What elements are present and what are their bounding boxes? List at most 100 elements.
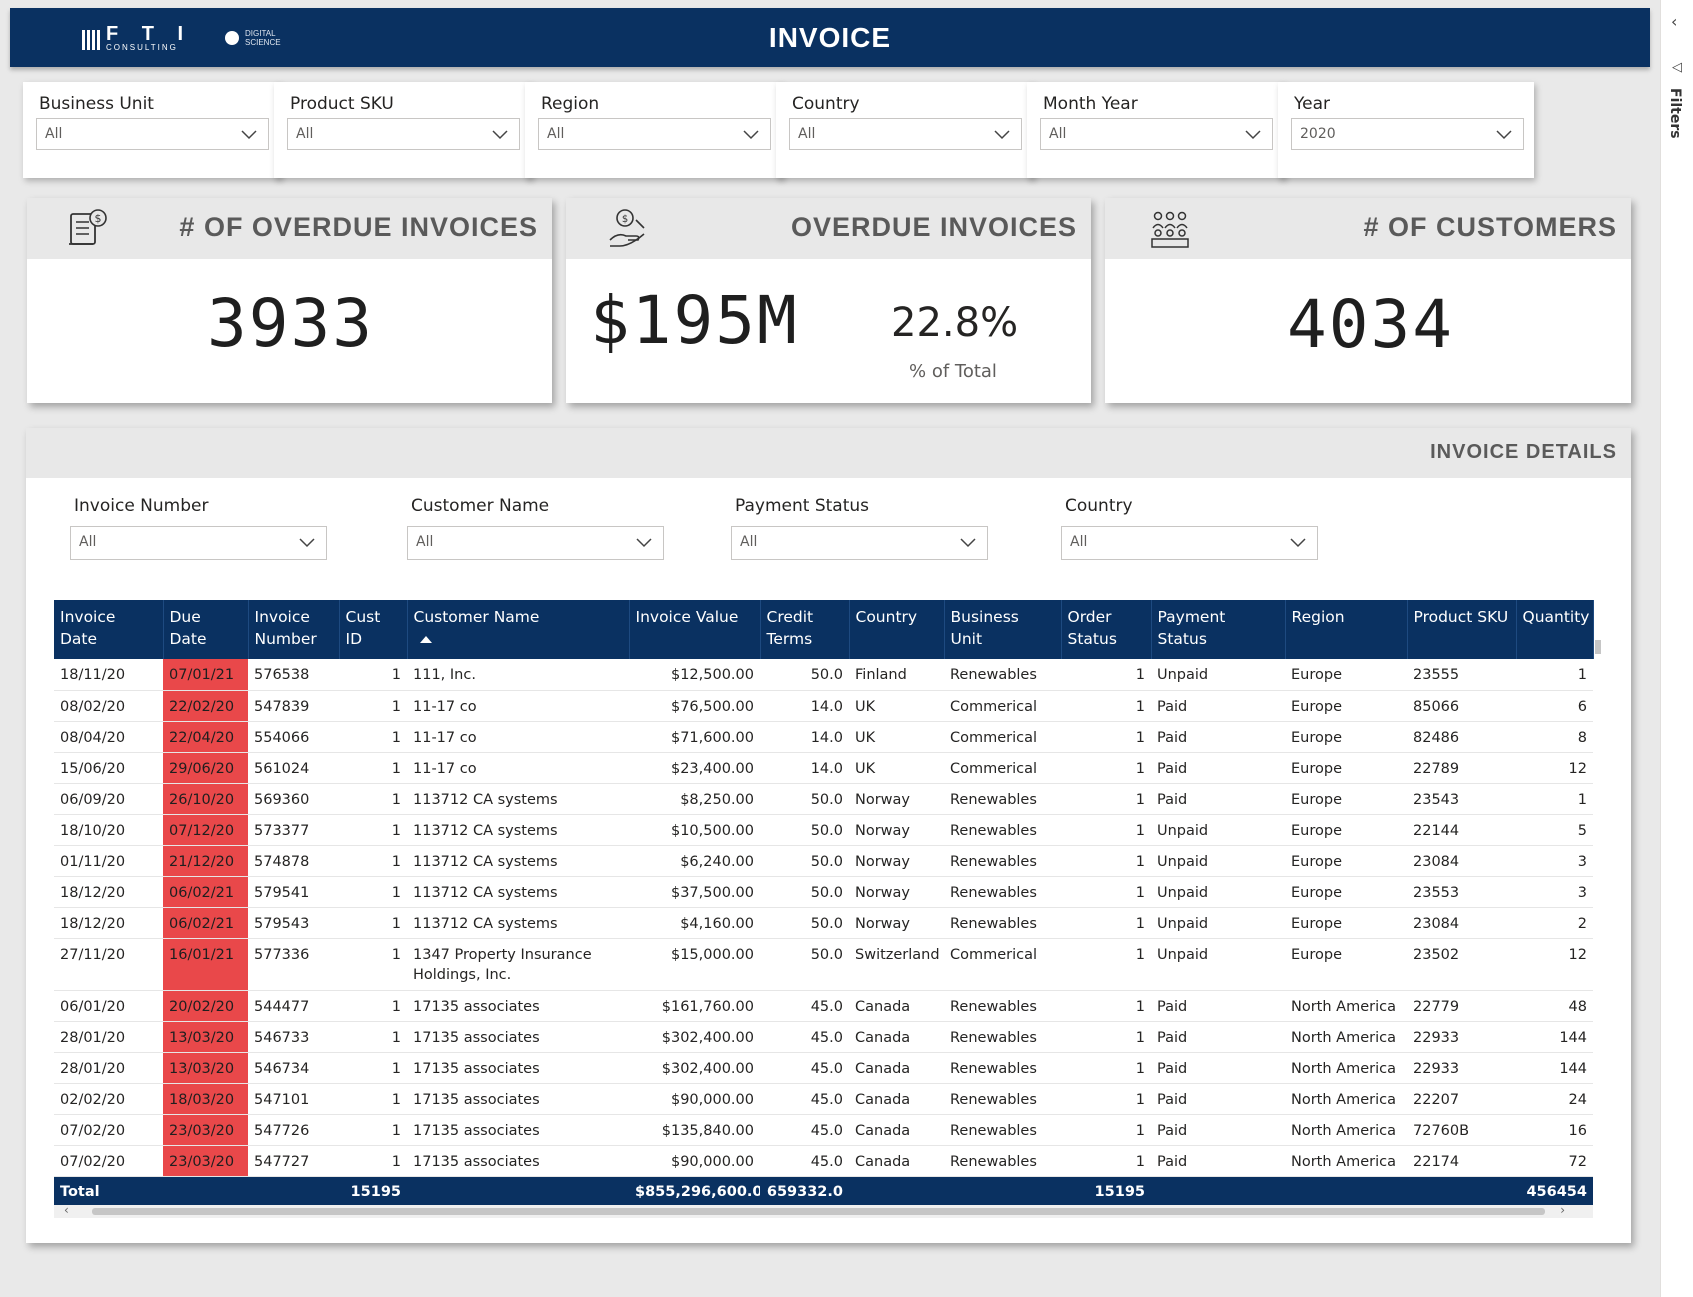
table-row[interactable]: 18/12/20 06/02/21 579543 1 113712 CA systems…	[54, 907, 1593, 939]
table-row[interactable]: 08/02/20 22/02/20 547839 1 11-17 co $76,500.0…	[54, 690, 1593, 722]
customers-count-value: 4034	[1287, 286, 1454, 363]
table-cell: 13/03/20	[163, 1052, 248, 1084]
table-row[interactable]: 07/02/20 23/03/20 547727 1 17135 associates $…	[54, 1145, 1593, 1177]
vertical-scrollbar[interactable]	[1593, 600, 1603, 1196]
table-cell: Paid	[1151, 752, 1285, 784]
table-cell: 5	[1516, 814, 1593, 846]
table-row[interactable]: 06/09/20 26/10/20 569360 1 113712 CA systems…	[54, 783, 1593, 815]
filter-customer-name: Customer Name All	[407, 496, 667, 566]
table-row[interactable]: 28/01/20 13/03/20 546734 1 17135 associates $…	[54, 1052, 1593, 1084]
table-cell: 50.0	[760, 907, 849, 939]
table-cell: 1	[339, 1083, 407, 1115]
table-cell: $4,160.00	[629, 907, 760, 939]
table-cell: Renewables	[944, 907, 1061, 939]
column-header[interactable]: Invoice Value	[629, 600, 761, 659]
table-cell: 06/02/21	[163, 907, 248, 939]
column-header[interactable]: Order Status	[1061, 600, 1152, 659]
filters-pane[interactable]: ‹ ◁ Filters	[1660, 0, 1693, 1297]
column-header[interactable]: Cust ID	[339, 600, 408, 659]
column-header[interactable]: Credit Terms	[760, 600, 850, 659]
table-cell: 22207	[1407, 1083, 1516, 1115]
month-year-dropdown[interactable]: All	[1040, 118, 1273, 150]
column-header[interactable]: Due Date	[163, 600, 249, 659]
country-dropdown[interactable]: All	[789, 118, 1022, 150]
table-row[interactable]: 15/06/20 29/06/20 561024 1 11-17 co $23,400.0…	[54, 752, 1593, 784]
table-cell: 1	[339, 721, 407, 753]
region-dropdown[interactable]: All	[538, 118, 771, 150]
table-cell: 26/10/20	[163, 783, 248, 815]
table-cell: 72	[1516, 1145, 1593, 1177]
table-cell: North America	[1285, 1114, 1407, 1146]
filter-label: Payment Status	[735, 496, 869, 516]
invoice-number-dropdown[interactable]: All	[70, 526, 327, 560]
column-header[interactable]: Country	[849, 600, 945, 659]
column-header[interactable]: Invoice Date	[54, 600, 164, 659]
sort-ascending-icon[interactable]	[419, 636, 432, 643]
table-row[interactable]: 06/01/20 20/02/20 544477 1 17135 associates $…	[54, 990, 1593, 1022]
table-cell: 18/12/20	[54, 876, 163, 908]
column-header[interactable]: Quantity	[1516, 600, 1594, 659]
column-header[interactable]: Region	[1285, 600, 1408, 659]
table-row[interactable]: 18/12/20 06/02/21 579541 1 113712 CA systems…	[54, 876, 1593, 908]
column-header[interactable]: Invoice Number	[248, 600, 340, 659]
table-cell: $302,400.00	[629, 1021, 760, 1053]
horizontal-scrollbar[interactable]: ‹ ›	[54, 1203, 1593, 1218]
table-row[interactable]: 18/10/20 07/12/20 573377 1 113712 CA systems…	[54, 814, 1593, 846]
table-cell: Europe	[1285, 721, 1407, 753]
table-cell: 13/03/20	[163, 1021, 248, 1053]
column-header[interactable]: Business Unit	[944, 600, 1062, 659]
table-row[interactable]: 27/11/20 16/01/21 577336 1 1347 Property Ins…	[54, 938, 1593, 991]
customer-name-dropdown[interactable]: All	[407, 526, 664, 560]
table-cell: Paid	[1151, 1083, 1285, 1115]
table-row[interactable]: 18/11/20 07/01/21 576538 1 111, Inc. $12,500.…	[54, 659, 1593, 691]
table-cell: 50.0	[760, 659, 849, 691]
table-cell: 82486	[1407, 721, 1516, 753]
detail-country-dropdown[interactable]: All	[1061, 526, 1318, 560]
business-unit-dropdown[interactable]: All	[36, 118, 269, 150]
table-cell: 1	[1061, 752, 1151, 784]
table-cell: 18/12/20	[54, 907, 163, 939]
filter-label: Customer Name	[411, 496, 550, 516]
year-dropdown[interactable]: 2020	[1291, 118, 1524, 150]
slicer-month-year: Month Year All	[1027, 82, 1285, 178]
table-cell: Norway	[849, 783, 944, 815]
table-cell: UK	[849, 721, 944, 753]
table-row[interactable]: 01/11/20 21/12/20 574878 1 113712 CA systems…	[54, 845, 1593, 877]
table-cell: 50.0	[760, 814, 849, 846]
table-cell: 1	[339, 814, 407, 846]
logo-ds-line1: DIGITAL	[245, 29, 276, 38]
table-cell: 1	[1061, 990, 1151, 1022]
table-cell: 07/02/20	[54, 1114, 163, 1146]
dropdown-value: 2020	[1300, 126, 1336, 142]
table-row[interactable]: 08/04/20 22/04/20 554066 1 11-17 co $71,600.0…	[54, 721, 1593, 753]
table-row[interactable]: 07/02/20 23/03/20 547726 1 17135 associates $…	[54, 1114, 1593, 1146]
table-cell: 3	[1516, 845, 1593, 877]
column-header[interactable]: Product SKU	[1407, 600, 1517, 659]
table-cell: 113712 CA systems	[407, 783, 629, 815]
table-cell: $135,840.00	[629, 1114, 760, 1146]
scroll-left-icon[interactable]: ‹	[64, 1203, 69, 1217]
chevron-down-icon	[1290, 538, 1306, 548]
filters-label[interactable]: Filters	[1667, 88, 1683, 139]
payment-status-dropdown[interactable]: All	[731, 526, 988, 560]
table-cell: 17135 associates	[407, 1021, 629, 1053]
table-cell: 2	[1516, 907, 1593, 939]
table-cell: 45.0	[760, 1021, 849, 1053]
column-header[interactable]: Payment Status	[1151, 600, 1286, 659]
table-cell: 1	[1516, 783, 1593, 815]
table-cell: Renewables	[944, 1114, 1061, 1146]
table-cell: $90,000.00	[629, 1145, 760, 1177]
dropdown-value: All	[416, 534, 434, 550]
product-sku-dropdown[interactable]: All	[287, 118, 520, 150]
table-cell: 11-17 co	[407, 721, 629, 753]
scroll-right-icon[interactable]: ›	[1560, 1203, 1565, 1217]
table-cell: Paid	[1151, 1114, 1285, 1146]
collapse-pane-icon[interactable]: ‹	[1671, 12, 1678, 31]
table-cell: 1	[1061, 659, 1151, 691]
table-row[interactable]: 28/01/20 13/03/20 546733 1 17135 associates $…	[54, 1021, 1593, 1053]
table-row[interactable]: 02/02/20 18/03/20 547101 1 17135 associates $…	[54, 1083, 1593, 1115]
table-cell: 12	[1516, 938, 1593, 991]
card-title: OVERDUE INVOICES	[790, 212, 1077, 242]
column-header[interactable]: Customer Name	[407, 600, 630, 659]
table-cell: 11-17 co	[407, 690, 629, 722]
